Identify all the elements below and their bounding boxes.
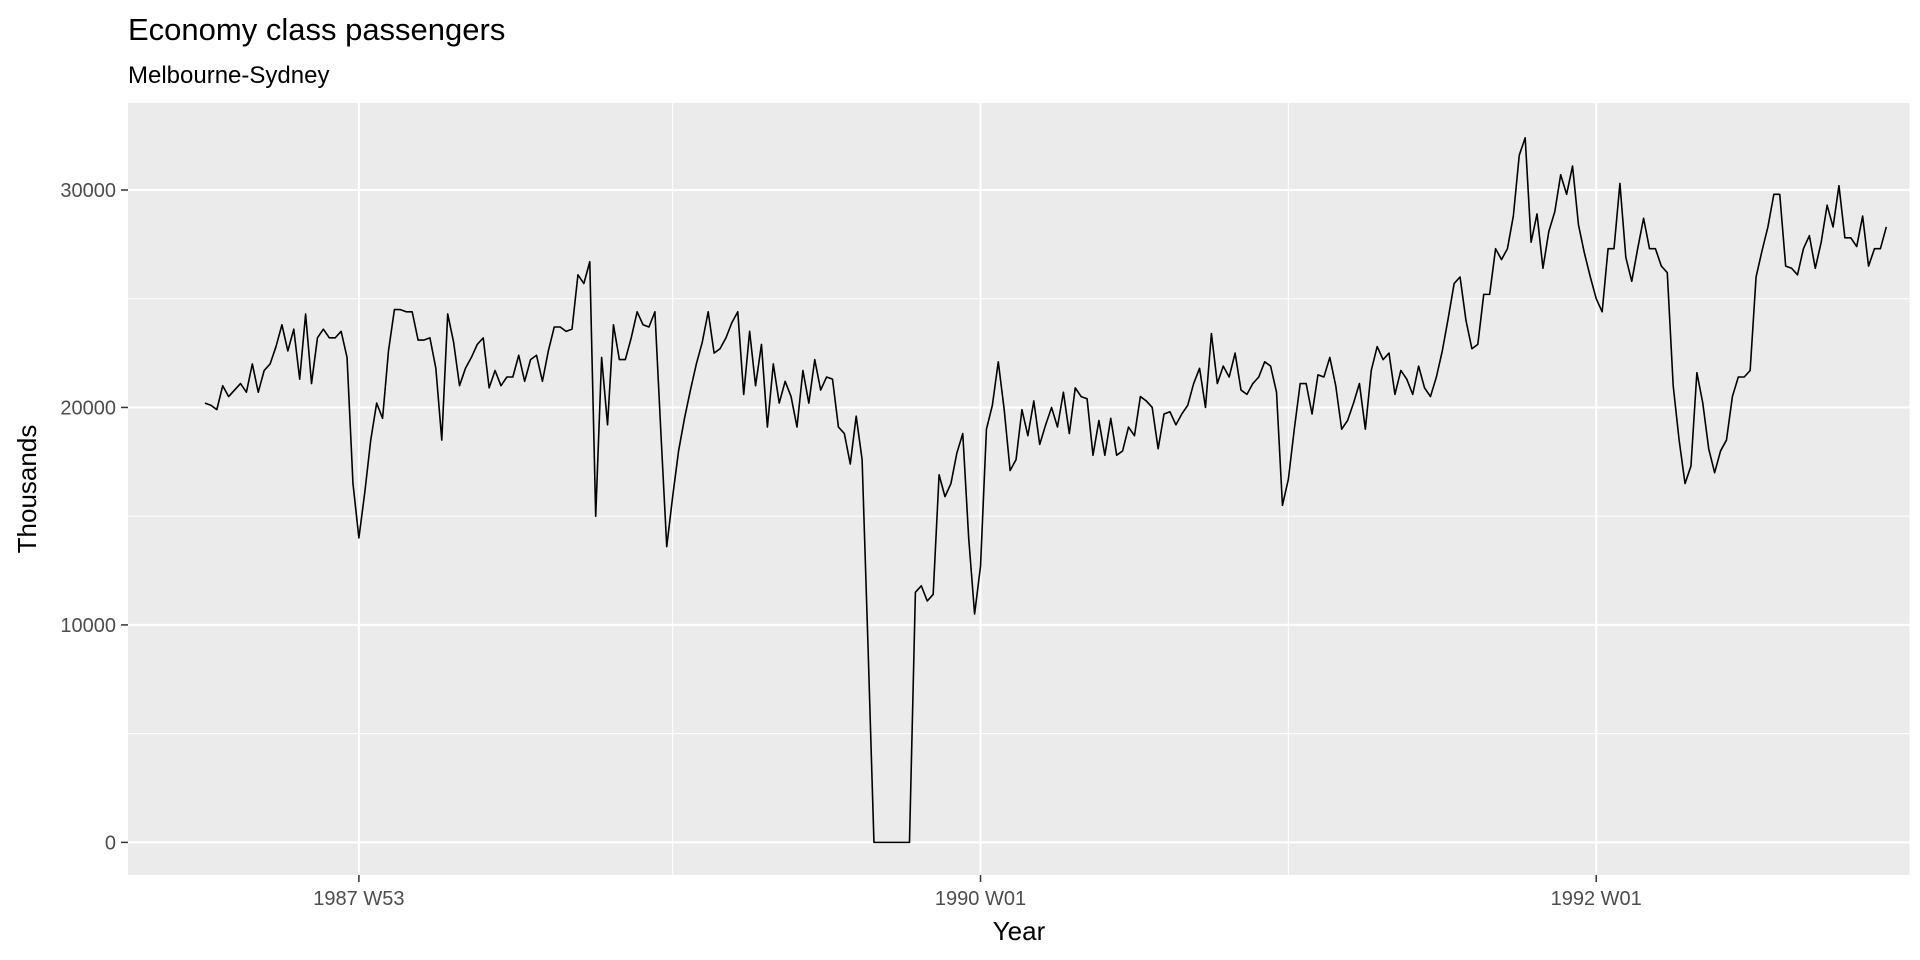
minor-gridlines	[128, 103, 1911, 875]
chart-subtitle: Melbourne-Sydney	[128, 62, 329, 89]
axis-ticks: 1987 W53 1990 W01 1992 W01 0 10000 20000 30000	[60, 180, 1641, 910]
y-tick-label: 30000	[60, 180, 116, 202]
x-tick-label: 1990 W01	[935, 888, 1026, 910]
x-tick-label: 1987 W53	[313, 888, 404, 910]
x-tick-label: 1992 W01	[1551, 888, 1642, 910]
series-line	[204, 136, 1888, 844]
y-tick-label: 20000	[60, 397, 116, 419]
chart-title: Economy class passengers	[128, 12, 505, 47]
y-axis-title: Thousands	[12, 425, 42, 554]
plot-panel	[128, 103, 1910, 875]
major-gridlines	[128, 103, 1910, 875]
y-tick-label: 0	[105, 832, 116, 854]
x-axis-title: Year	[993, 916, 1046, 946]
y-tick-label: 10000	[60, 615, 116, 637]
